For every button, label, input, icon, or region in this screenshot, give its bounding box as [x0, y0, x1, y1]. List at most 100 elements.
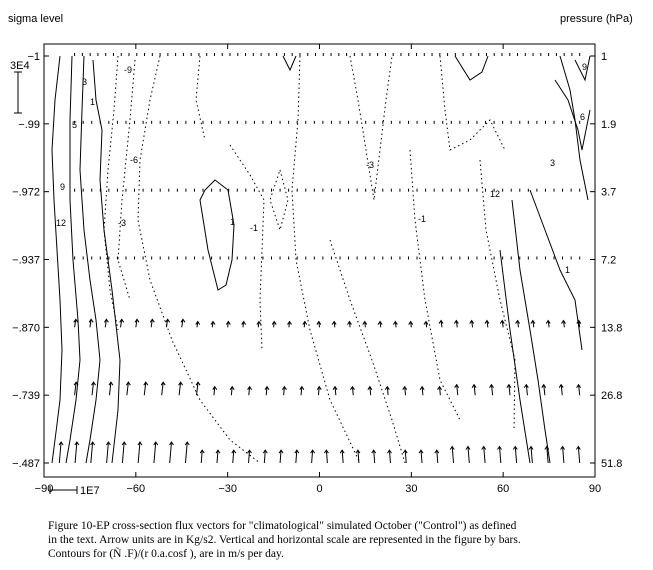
flux-arrow-head	[523, 383, 529, 388]
flux-arrow-head	[153, 441, 159, 446]
flux-arrow	[263, 450, 266, 464]
flux-arrow	[91, 382, 95, 396]
right-tick-label: 1	[601, 51, 607, 63]
flux-arrow-head	[215, 449, 221, 454]
contour-label: 9	[582, 62, 587, 72]
flux-arrow-head	[178, 381, 184, 386]
flux-arrow-head	[282, 385, 287, 390]
flux-arrow-head	[104, 318, 109, 323]
horizontal-scale-label: 1E7	[80, 485, 100, 497]
flux-arrow	[546, 446, 549, 464]
flux-arrow	[213, 386, 216, 396]
flux-arrow-head	[558, 383, 564, 388]
flux-arrow-head	[271, 320, 277, 325]
axes: −90 −60 −30 0 30 60 90 −1 −.99 −.972 −.937 −.870 −.7…	[12, 44, 622, 495]
contour-solid	[79, 55, 101, 464]
flux-arrow-head	[225, 320, 231, 325]
left-tick-label: −1	[27, 51, 40, 63]
contour-dotted	[439, 55, 506, 151]
flux-arrow	[121, 441, 125, 464]
contour-solid	[51, 55, 63, 464]
flux-arrow-head	[484, 319, 490, 324]
flux-arrow	[283, 386, 285, 396]
flux-arrow-head	[497, 445, 502, 450]
contour-dotted	[229, 144, 265, 351]
vertical-scale-label: 3E4	[10, 60, 30, 72]
flux-arrow-head	[195, 320, 201, 325]
flux-arrow-head	[453, 319, 459, 324]
flux-arrow-head	[465, 445, 471, 450]
contour-dotted	[137, 55, 261, 464]
flux-arrow	[120, 319, 123, 328]
x-tick-label: 90	[589, 483, 601, 495]
contour-label: -1	[250, 223, 258, 233]
left-tick-label: −.870	[12, 322, 40, 334]
flux-arrow-head	[384, 385, 390, 390]
flux-arrow-head	[105, 441, 111, 446]
flux-arrow-head	[541, 383, 547, 388]
flux-arrow-head	[489, 383, 494, 388]
flux-arrow-head	[499, 319, 505, 324]
flux-arrow-head	[437, 385, 442, 390]
flux-arrow-head	[355, 449, 361, 454]
flux-arrow	[126, 382, 129, 396]
flux-arrow-head	[73, 381, 79, 386]
flux-arrow-head	[323, 449, 329, 454]
right-tick-label: 1.9	[601, 119, 616, 131]
flux-arrow-head	[332, 385, 338, 390]
left-tick-label: −.487	[12, 458, 40, 470]
contour-label: 1	[230, 217, 235, 227]
flux-arrow-head	[247, 449, 252, 454]
flux-arrow-head	[377, 320, 383, 325]
x-tick-label: 60	[497, 483, 509, 495]
contour-label: -3	[118, 218, 126, 228]
flux-arrow	[525, 384, 528, 396]
contour-label: 5	[72, 120, 77, 130]
flux-arrow	[404, 386, 407, 396]
contour-solid	[529, 189, 583, 351]
flux-arrow-head	[423, 320, 429, 325]
flux-arrow	[439, 386, 441, 396]
flux-arrow-head	[316, 320, 322, 325]
flux-arrow	[436, 450, 439, 464]
flux-arrow	[341, 450, 344, 464]
caption-line-2: in the text. Arrow units are in Kg/s2. V…	[48, 534, 521, 546]
flux-arrow-head	[229, 385, 235, 390]
flux-arrow	[543, 384, 546, 396]
flux-arrow	[265, 386, 268, 396]
flux-arrow-head	[199, 449, 205, 454]
flux-arrow-head	[180, 318, 186, 323]
flux-arrow	[248, 450, 251, 464]
contour-label: -1	[418, 214, 426, 224]
flux-arrow-head	[339, 449, 345, 454]
left-tick-label: −.972	[12, 187, 40, 199]
right-tick-label: 26.8	[601, 390, 622, 402]
contour-label: 1	[90, 97, 95, 107]
flux-vectors	[58, 53, 582, 464]
flux-arrow-head	[575, 445, 581, 450]
flux-arrow-head	[310, 449, 316, 454]
flux-arrow	[369, 386, 372, 396]
flux-arrow	[490, 384, 494, 396]
left-tick-label: −.99	[18, 119, 40, 131]
flux-arrow-head	[560, 445, 565, 450]
flux-arrow	[184, 441, 188, 464]
flux-arrow	[106, 441, 109, 464]
flux-arrow	[135, 319, 138, 328]
contour-label: 3	[550, 158, 555, 168]
flux-arrow-head	[247, 385, 253, 390]
contour-label: 1	[565, 265, 570, 275]
left-tick-label: −.739	[12, 390, 40, 402]
contour-solid	[499, 249, 531, 464]
flux-arrow	[421, 386, 424, 396]
flux-arrow	[58, 441, 62, 464]
contour-solid	[454, 55, 489, 81]
flux-arrow-head	[212, 385, 218, 390]
contour-dotted	[195, 55, 206, 141]
flux-arrow	[357, 450, 360, 464]
flux-arrow	[89, 319, 92, 328]
flux-arrow-head	[58, 441, 64, 446]
flux-arrow	[232, 450, 235, 464]
flux-arrow-head	[74, 441, 80, 446]
